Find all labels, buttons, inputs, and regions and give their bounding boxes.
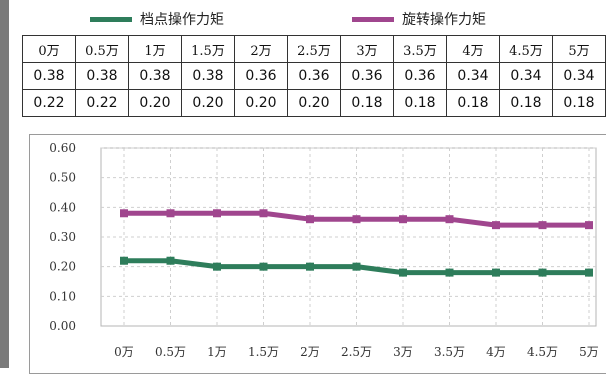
table-cell: 3.5万 [393, 35, 447, 63]
y-tick-label: 0.40 [49, 200, 76, 214]
data-point [306, 262, 314, 271]
x-tick-label: 0.5万 [155, 345, 186, 359]
table-cell: 2万 [234, 35, 288, 63]
table-row: 0.22 0.22 0.20 0.20 0.20 0.20 0.18 0.18 0.18 0.18… [22, 89, 606, 117]
table-cell: 0.38 [128, 62, 182, 90]
data-point [399, 268, 407, 277]
data-point [213, 262, 221, 271]
x-tick-label: 1.5万 [248, 345, 279, 359]
table-header-row: 0万 0.5万 1万 1.5万 2万 2.5万 3万 3.5万 4万 4.5万 5万 [22, 35, 606, 63]
table-cell: 0.34 [446, 62, 500, 90]
data-point [585, 221, 593, 230]
table-cell: 0.20 [128, 89, 182, 117]
chart-legend: 档点操作力矩 旋转操作力矩 [90, 8, 606, 30]
table-cell: 0.5万 [75, 35, 129, 63]
table-cell: 0.22 [22, 89, 76, 117]
data-point [306, 215, 314, 224]
data-point [538, 221, 547, 230]
left-border-bar [0, 0, 9, 368]
data-point [259, 262, 268, 271]
table-cell: 0.22 [75, 89, 129, 117]
table-cell: 0.34 [499, 62, 553, 90]
y-tick-label: 0.20 [49, 260, 76, 274]
table-cell: 2.5万 [287, 35, 341, 63]
legend-item-rotation-torque: 旋转操作力矩 [352, 8, 486, 30]
data-table: 0万 0.5万 1万 1.5万 2万 2.5万 3万 3.5万 4万 4.5万 5万 0.38 0.38… [22, 35, 606, 117]
table-cell: 0.18 [552, 89, 606, 117]
data-point [352, 262, 361, 271]
table-cell: 4万 [446, 35, 500, 63]
table-cell: 4.5万 [499, 35, 553, 63]
table-cell: 0.34 [552, 62, 606, 90]
y-tick-label: 0.50 [49, 171, 76, 185]
x-tick-label: 3.5万 [434, 345, 465, 359]
chart-frame: 0.00 0.10 0.20 0.30 0.40 0.50 0.60 0万 0.5万 1万 1.5万… [29, 134, 606, 374]
line-chart: 0.00 0.10 0.20 0.30 0.40 0.50 0.60 0万 0.5万 1万 1.5万… [49, 141, 599, 359]
data-point [399, 215, 407, 224]
y-tick-label: 0.30 [49, 230, 76, 244]
table-cell: 1.5万 [181, 35, 235, 63]
table-cell: 3万 [340, 35, 394, 63]
y-tick-label: 0.60 [49, 141, 76, 155]
x-tick-label: 2.5万 [341, 345, 372, 359]
data-point [492, 268, 500, 277]
table-cell: 5万 [552, 35, 606, 63]
x-tick-label: 0万 [114, 345, 134, 359]
table-row: 0.38 0.38 0.38 0.38 0.36 0.36 0.36 0.36 0.34 0.34… [22, 62, 606, 90]
data-point [585, 268, 593, 277]
table-cell: 1万 [128, 35, 182, 63]
data-point [120, 256, 128, 265]
table-cell: 0.20 [181, 89, 235, 117]
legend-item-detent-torque: 档点操作力矩 [90, 8, 224, 30]
data-point [445, 268, 454, 277]
data-point [445, 215, 454, 224]
table-cell: 0.18 [499, 89, 553, 117]
x-tick-label: 1万 [207, 345, 227, 359]
y-tick-label: 0.10 [49, 289, 76, 303]
data-point [120, 209, 128, 218]
table-cell: 0.38 [75, 62, 129, 90]
y-tick-label: 0.00 [49, 319, 76, 333]
table-cell: 0.38 [22, 62, 76, 90]
data-point [259, 209, 268, 218]
table-cell: 0.36 [340, 62, 394, 90]
data-point [538, 268, 547, 277]
x-tick-label: 3万 [393, 345, 413, 359]
data-point [492, 221, 500, 230]
x-tick-label: 4万 [486, 345, 506, 359]
legend-label-rotation: 旋转操作力矩 [402, 12, 486, 28]
table-cell: 0.36 [393, 62, 447, 90]
data-point [213, 209, 221, 218]
x-tick-label: 2万 [300, 345, 320, 359]
table-cell: 0万 [22, 35, 76, 63]
legend-swatch-detent [90, 16, 132, 22]
legend-label-detent: 档点操作力矩 [140, 12, 224, 28]
x-tick-label: 5万 [579, 345, 599, 359]
table-cell: 0.36 [287, 62, 341, 90]
table-cell: 0.18 [340, 89, 394, 117]
table-cell: 0.20 [234, 89, 288, 117]
x-tick-label: 4.5万 [527, 345, 558, 359]
data-point [352, 215, 361, 224]
legend-swatch-rotation [352, 16, 394, 22]
table-cell: 0.20 [287, 89, 341, 117]
table-cell: 0.18 [446, 89, 500, 117]
table-cell: 0.18 [393, 89, 447, 117]
data-point [166, 209, 175, 218]
table-cell: 0.36 [234, 62, 288, 90]
table-cell: 0.38 [181, 62, 235, 90]
data-point [166, 256, 175, 265]
